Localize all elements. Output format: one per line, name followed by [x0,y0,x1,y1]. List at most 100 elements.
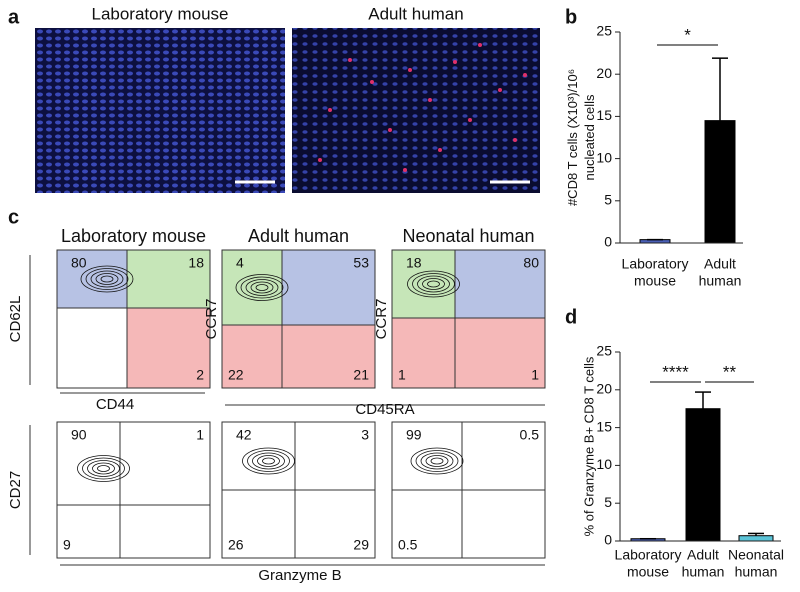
y-axis-label: CD27 [7,471,24,509]
plot-frame [56,421,211,559]
contour [242,447,295,475]
quadrant-value: 18 [188,255,204,271]
contour [247,450,290,472]
micrograph [35,28,285,193]
panel-a-images: Laboratory mouse Adult human [35,4,540,193]
contour [250,281,274,294]
panel-label: a [8,6,20,28]
quadrant [57,250,127,308]
quadrant-value: 1 [398,367,406,383]
significance: ** [723,362,737,381]
x-axis-label: Granzyme B [258,567,341,584]
quadrant [282,250,375,325]
contour [245,279,279,296]
cd8-stain [318,43,527,172]
column-title: Neonatal human [402,226,534,246]
x-tick-label: human [699,273,742,289]
quadrant [392,250,455,318]
column-title: Laboratory mouse [61,226,206,246]
panel-label: c [8,206,19,228]
quadrant-value: 4 [236,255,244,271]
quadrant-value: 0.5 [398,537,418,553]
contour [430,457,444,465]
x-tick-label: Adult [687,547,719,563]
contour [417,275,450,293]
y-tick-label: 20 [596,381,612,397]
quadrant-value: 42 [236,427,252,443]
contour [422,278,445,290]
y-tick-label: 25 [596,23,612,39]
x-tick-label: human [682,564,725,580]
y-tick-label: 5 [604,192,612,208]
x-tick-label: mouse [627,564,669,580]
y-tick-label: 10 [596,456,612,472]
bar-charts: 0 5 10 15 20 25 #CD8 T cells (X10³)/10⁶ nucleat… [565,23,784,580]
image-title: Adult human [368,4,463,23]
quadrant-value: 26 [228,537,244,553]
plot-frame [56,249,211,389]
panel-label: d [565,306,577,328]
y-tick-label: 15 [596,418,612,434]
contour [257,455,280,467]
panel-label: b [565,6,577,28]
contour [425,455,449,467]
quadrant-value: 80 [523,255,539,271]
contour [240,276,284,299]
quadrant [127,308,210,388]
quadrant-value: 99 [406,427,422,443]
contour [87,460,120,477]
quadrant-value: 90 [71,427,87,443]
contour [100,275,114,283]
contour [427,280,440,288]
quadrant [282,325,375,388]
y-tick-label: 15 [596,107,612,123]
image-title: Laboratory mouse [91,4,228,23]
y-tick-label: 25 [596,343,612,359]
quadrant-value: 29 [353,537,369,553]
contour [97,465,110,472]
quadrant [455,250,545,318]
bar [738,535,774,542]
x-tick-label: Laboratory [622,256,689,272]
significance: * [684,25,691,44]
quadrant [455,318,545,388]
contour [92,462,115,475]
quadrant [392,318,455,388]
contour [95,273,119,285]
y-tick-label: 5 [604,494,612,510]
y-axis-label: % of Granzyme B+ CD8 T cells [581,356,596,536]
micrograph [292,28,540,193]
quadrant-value: 80 [71,255,87,271]
x-tick-label: Adult [704,256,736,272]
contour [235,274,289,301]
contour [262,457,275,465]
quadrant [222,250,282,325]
contour [407,270,460,298]
contour [85,268,129,290]
contour [77,455,130,482]
y-tick-label: 20 [596,65,612,81]
significance: **** [662,362,689,381]
y-axis-label: CCR7 [373,299,390,340]
contour [415,450,459,472]
quadrant-value: 1 [531,367,539,383]
y-tick-label: 10 [596,149,612,165]
contour [90,270,124,288]
quadrant-value: 9 [63,537,71,553]
contour [255,284,269,291]
quadrant [57,308,127,388]
plot-frame [221,249,376,389]
plot-frame [391,249,546,389]
y-axis-label: CCR7 [203,299,220,340]
quadrant-value: 21 [353,367,369,383]
quadrant [127,250,210,308]
y-tick-label: 0 [604,532,612,548]
contour [410,447,464,475]
contour [420,452,454,470]
x-tick-label: mouse [634,273,676,289]
x-axis-label: CD44 [96,396,134,413]
contour [82,457,125,480]
quadrant-value: 18 [406,255,422,271]
y-axis-label: nucleated cells [582,94,597,180]
